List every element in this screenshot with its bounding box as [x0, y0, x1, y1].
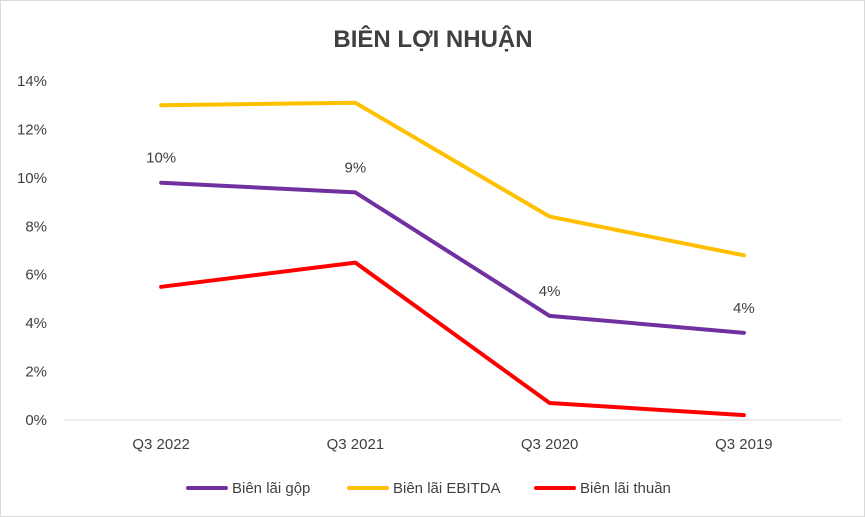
- legend-label: Biên lãi EBITDA: [393, 480, 501, 497]
- y-tick-label: 8%: [25, 218, 47, 235]
- y-tick-label: 6%: [25, 267, 47, 284]
- legend: Biên lãi gộp Biên lãi EBITDA Biên lãi thuầ…: [186, 480, 671, 497]
- y-tick-label: 10%: [17, 170, 47, 187]
- data-label: 4%: [733, 300, 755, 317]
- legend-label: Biên lãi gộp: [232, 480, 310, 497]
- x-axis-ticks: Q3 2022 Q3 2021 Q3 2020 Q3 2019: [132, 436, 772, 453]
- y-tick-label: 0%: [25, 412, 47, 429]
- data-label: 10%: [146, 150, 176, 167]
- y-tick-label: 4%: [25, 315, 47, 332]
- series-line: [159, 100, 746, 258]
- x-tick-label: Q3 2019: [715, 436, 773, 453]
- y-tick-label: 14%: [17, 73, 47, 90]
- series-line: [159, 180, 746, 335]
- y-tick-label: 12%: [17, 121, 47, 138]
- data-label: 4%: [539, 283, 561, 300]
- y-tick-label: 2%: [25, 364, 47, 381]
- x-tick-label: Q3 2020: [521, 436, 579, 453]
- legend-label: Biên lãi thuần: [580, 480, 671, 497]
- x-tick-label: Q3 2021: [327, 436, 385, 453]
- data-label: 9%: [345, 159, 367, 176]
- data-labels: 10% 9% 4% 4%: [146, 150, 755, 317]
- series-line: [159, 260, 746, 418]
- series-lines: [159, 100, 746, 418]
- x-tick-label: Q3 2022: [132, 436, 190, 453]
- y-axis-ticks: 0% 2% 4% 6% 8% 10% 12% 14%: [17, 73, 47, 429]
- chart-title: BIÊN LỢI NHUẬN: [333, 25, 532, 53]
